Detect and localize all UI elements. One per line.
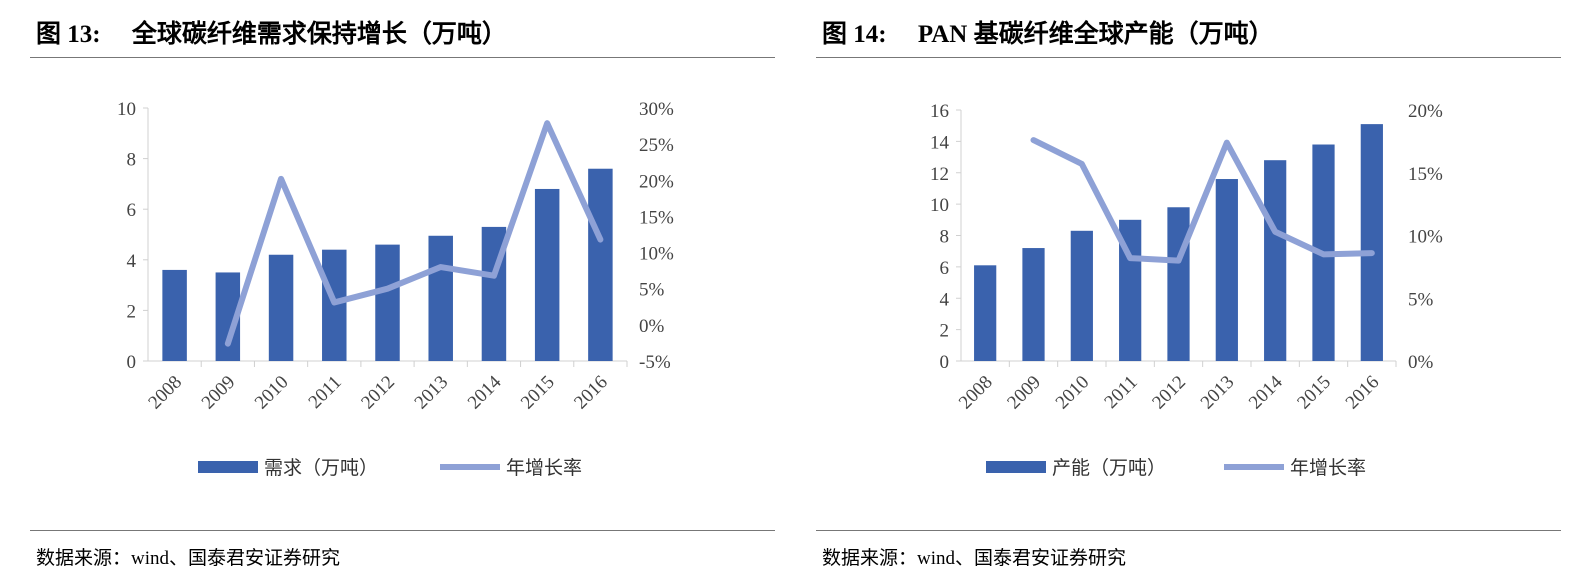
growth-rate-line bbox=[224, 120, 604, 347]
x-tick-label: 2016 bbox=[1342, 372, 1384, 414]
bar-2016 bbox=[1360, 124, 1383, 362]
right-tick-label: 20% bbox=[639, 171, 674, 192]
left-tick-label: 8 bbox=[127, 150, 137, 171]
bar-2014 bbox=[1264, 160, 1287, 361]
x-tick-label: 2012 bbox=[357, 372, 399, 414]
chart-demand: 0 2 4 6 8 10 -5% 0% 5% 10% 15% 20% 25% 30% 2008 2009 201… bbox=[117, 99, 674, 479]
x-tick-label: 2009 bbox=[198, 372, 240, 414]
legend-label: 产能（万吨） bbox=[1052, 457, 1166, 479]
x-tick-label: 2013 bbox=[1197, 372, 1239, 414]
divider bbox=[30, 57, 775, 58]
x-tick-label: 2016 bbox=[570, 372, 612, 414]
left-tick-label: 14 bbox=[930, 132, 950, 153]
divider bbox=[816, 57, 1561, 58]
x-tick-label: 2015 bbox=[1293, 372, 1335, 414]
divider bbox=[30, 530, 775, 531]
bar-2015 bbox=[534, 188, 560, 361]
bar-2013 bbox=[1215, 179, 1238, 361]
left-tick-label: 10 bbox=[930, 195, 949, 216]
x-tick-label: 2008 bbox=[144, 372, 186, 414]
left-tick-label: 6 bbox=[127, 200, 137, 221]
right-tick-label: 10% bbox=[1408, 227, 1443, 248]
legend-bar-swatch bbox=[986, 461, 1046, 473]
right-tick-label: 0% bbox=[1408, 352, 1434, 373]
left-tick-label: 6 bbox=[940, 258, 950, 279]
bar-2010 bbox=[268, 254, 294, 361]
right-tick-label: 25% bbox=[639, 135, 674, 156]
right-tick-label: 5% bbox=[639, 280, 665, 301]
source-note: 数据来源：wind、国泰君安证券研究 bbox=[822, 548, 1127, 569]
figure-title: 图 14: PAN 基碳纤维全球产能（万吨） bbox=[822, 21, 1274, 48]
growth-rate-line bbox=[1030, 137, 1375, 264]
x-tick-label: 2012 bbox=[1148, 372, 1190, 414]
right-tick-label: 10% bbox=[639, 244, 674, 265]
x-tick-label: 2013 bbox=[411, 372, 453, 414]
legend-bar-swatch bbox=[198, 461, 258, 473]
left-tick-label: 8 bbox=[940, 227, 950, 248]
bar-2009 bbox=[1022, 248, 1045, 361]
left-tick-label: 0 bbox=[940, 352, 950, 373]
left-tick-label: 2 bbox=[127, 301, 137, 322]
bar-2016 bbox=[588, 168, 613, 361]
bar-2013 bbox=[428, 235, 453, 361]
right-tick-label: 0% bbox=[639, 316, 665, 337]
legend-label: 年增长率 bbox=[506, 457, 582, 479]
x-tick-label: 2014 bbox=[1245, 371, 1287, 413]
x-tick-label: 2009 bbox=[1003, 372, 1045, 414]
bar-2010 bbox=[1070, 230, 1093, 361]
figure-14: 图 14: PAN 基碳纤维全球产能（万吨） 0 2 4 6 8 10 12 14 16 0% 5%… bbox=[816, 0, 1561, 578]
x-tick-label: 2010 bbox=[1052, 372, 1094, 414]
left-tick-label: 16 bbox=[930, 101, 949, 122]
x-tick-label: 2011 bbox=[1100, 372, 1141, 413]
right-tick-label: 20% bbox=[1408, 101, 1443, 122]
left-tick-label: 10 bbox=[117, 99, 136, 120]
left-tick-label: 4 bbox=[940, 289, 950, 310]
x-tick-label: 2014 bbox=[464, 371, 506, 413]
right-tick-label: 15% bbox=[639, 207, 674, 228]
x-tick-label: 2008 bbox=[955, 372, 997, 414]
bar-2012 bbox=[375, 244, 400, 361]
bar-2011 bbox=[1119, 219, 1142, 361]
bar-2012 bbox=[1167, 207, 1190, 361]
figure-title: 图 13: 全球碳纤维需求保持增长（万吨） bbox=[36, 21, 507, 48]
divider bbox=[816, 530, 1561, 531]
bar-2008 bbox=[162, 269, 187, 361]
x-tick-label: 2011 bbox=[305, 372, 346, 413]
right-tick-label: 5% bbox=[1408, 289, 1434, 310]
left-tick-label: 4 bbox=[127, 251, 137, 272]
right-tick-label: 30% bbox=[639, 99, 674, 120]
x-tick-label: 2015 bbox=[517, 372, 559, 414]
source-note: 数据来源：wind、国泰君安证券研究 bbox=[36, 548, 341, 569]
left-tick-label: 12 bbox=[930, 164, 949, 185]
figure-13: 图 13: 全球碳纤维需求保持增长（万吨） 0 2 4 6 8 10 -5% 0% 5% 10% 1… bbox=[30, 0, 775, 578]
bar-2008 bbox=[974, 265, 997, 361]
left-tick-label: 2 bbox=[940, 321, 950, 342]
legend-label: 年增长率 bbox=[1290, 457, 1366, 479]
legend-label: 需求（万吨） bbox=[264, 457, 378, 479]
right-tick-label: 15% bbox=[1408, 164, 1443, 185]
right-tick-label: -5% bbox=[639, 352, 671, 373]
left-tick-label: 0 bbox=[127, 352, 137, 373]
x-tick-label: 2010 bbox=[251, 372, 293, 414]
